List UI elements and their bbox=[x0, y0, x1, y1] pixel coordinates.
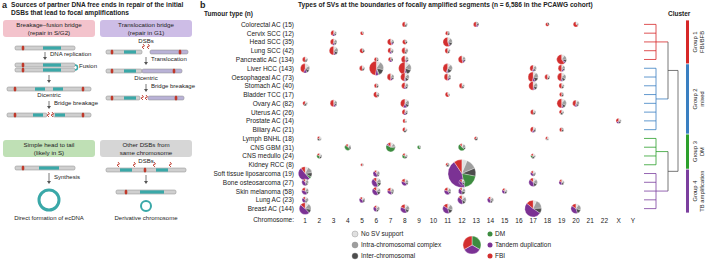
svg-text:Lung SCC (42): Lung SCC (42) bbox=[251, 47, 294, 55]
svg-text:Liver HCC (143): Liver HCC (143) bbox=[247, 65, 294, 73]
html-text:Inter-chromosomal: Inter-chromosomal bbox=[361, 251, 416, 259]
svg-text:7: 7 bbox=[389, 217, 393, 224]
svg-text:Y: Y bbox=[631, 217, 636, 224]
svg-text:Breast AC (144): Breast AC (144) bbox=[248, 205, 294, 213]
svg-text:19: 19 bbox=[558, 217, 566, 224]
svg-text:8: 8 bbox=[403, 217, 407, 224]
html-text:Dicentric: Dicentric bbox=[37, 92, 61, 98]
svg-text:9: 9 bbox=[417, 217, 421, 224]
html-text:Breakage–fusion bridge: Breakage–fusion bridge bbox=[16, 21, 82, 28]
svg-text:4: 4 bbox=[346, 217, 350, 224]
svg-text:14: 14 bbox=[487, 217, 495, 224]
svg-text:5: 5 bbox=[360, 217, 364, 224]
html-text:Simple head to tail: Simple head to tail bbox=[23, 141, 75, 148]
html-text:Intra-chromosomal complex: Intra-chromosomal complex bbox=[361, 240, 442, 248]
svg-text:2: 2 bbox=[318, 217, 322, 224]
svg-text:Prostate AC (14): Prostate AC (14) bbox=[246, 117, 294, 125]
html-text:Direct formation of ecDNA: Direct formation of ecDNA bbox=[14, 215, 84, 221]
html-text:Derivative chromosome: Derivative chromosome bbox=[114, 215, 178, 221]
html-text:DNA replication: DNA replication bbox=[50, 51, 92, 57]
html-text:Translocation bridge: Translocation bridge bbox=[118, 21, 174, 28]
html-text:Chromosome:: Chromosome: bbox=[253, 216, 294, 223]
svg-text:Group 3: Group 3 bbox=[692, 141, 698, 162]
svg-text:Biliary AC (21): Biliary AC (21) bbox=[252, 126, 294, 134]
html-text:(repair in G1): (repair in G1) bbox=[127, 28, 165, 36]
svg-text:20: 20 bbox=[572, 217, 580, 224]
svg-text:Stomach AC (40): Stomach AC (40) bbox=[245, 82, 295, 90]
svg-text:3: 3 bbox=[332, 217, 336, 224]
svg-text:CNS GBM (31): CNS GBM (31) bbox=[250, 144, 294, 152]
html-text:Tumour type (n): Tumour type (n) bbox=[204, 10, 253, 17]
html-text:a: a bbox=[2, 0, 7, 10]
html-text:DM: DM bbox=[495, 229, 506, 237]
html-text:DSBs: DSBs bbox=[138, 158, 154, 164]
svg-text:17: 17 bbox=[530, 217, 538, 224]
html-text:Translocation: Translocation bbox=[151, 56, 187, 62]
html-text:Other DSBs from: Other DSBs from bbox=[122, 141, 170, 148]
html-text:Types of SVs at the boundaries: Types of SVs at the boundaries of focall… bbox=[298, 1, 593, 8]
svg-text:Head SCC (35): Head SCC (35) bbox=[250, 38, 294, 46]
html-text:b: b bbox=[200, 0, 206, 10]
svg-text:6: 6 bbox=[375, 217, 379, 224]
svg-text:Oesophageal AC (73): Oesophageal AC (73) bbox=[231, 74, 294, 82]
html-text:No SV support: No SV support bbox=[361, 229, 404, 237]
svg-text:Colorectal AC (15): Colorectal AC (15) bbox=[241, 21, 294, 29]
html-text:Dicentric: Dicentric bbox=[134, 75, 158, 81]
svg-text:Lung AC (23): Lung AC (23) bbox=[256, 196, 294, 204]
svg-text:Group 4: Group 4 bbox=[692, 180, 698, 202]
html-text:(repair in S/G2): (repair in S/G2) bbox=[27, 28, 71, 36]
svg-text:Bladder TCC (17): Bladder TCC (17) bbox=[243, 91, 294, 99]
html-text:Fusion: Fusion bbox=[79, 63, 97, 69]
svg-text:Skin melanoma (58): Skin melanoma (58) bbox=[236, 188, 294, 196]
svg-text:Kidney RCC (8): Kidney RCC (8) bbox=[248, 161, 294, 169]
html-text:FBI: FBI bbox=[495, 251, 506, 259]
svg-text:Lymph BNHL (18): Lymph BNHL (18) bbox=[242, 135, 294, 143]
html-text:(likely in S): (likely in S) bbox=[33, 148, 65, 156]
svg-text:10: 10 bbox=[430, 217, 438, 224]
svg-text:18: 18 bbox=[544, 217, 552, 224]
svg-text:DM: DM bbox=[699, 147, 705, 156]
html-text:Cluster: Cluster bbox=[668, 10, 691, 17]
html-text:Synthesis: Synthesis bbox=[54, 174, 80, 180]
svg-text:TB amplification: TB amplification bbox=[699, 170, 705, 211]
svg-text:Uterus AC (26): Uterus AC (26) bbox=[251, 109, 294, 117]
svg-text:12: 12 bbox=[458, 217, 466, 224]
svg-text:22: 22 bbox=[601, 217, 609, 224]
html-text:Sources of partner DNA free en: Sources of partner DNA free ends in repa… bbox=[11, 1, 184, 16]
html-text:same chromosome: same chromosome bbox=[119, 148, 173, 156]
svg-text:Ovary AC (82): Ovary AC (82) bbox=[253, 100, 294, 108]
html-text:Bridge breakage: Bridge breakage bbox=[151, 83, 195, 89]
svg-text:Cervix SCC (12): Cervix SCC (12) bbox=[247, 30, 294, 38]
svg-text:Bone osteosarcoma (27): Bone osteosarcoma (27) bbox=[223, 179, 294, 187]
svg-text:Group 1: Group 1 bbox=[692, 31, 698, 52]
html-text:Tandem duplication: Tandem duplication bbox=[495, 240, 551, 248]
svg-text:13: 13 bbox=[473, 217, 481, 224]
svg-text:15: 15 bbox=[501, 217, 509, 224]
svg-text:Group 2: Group 2 bbox=[692, 88, 698, 109]
html-text:DSBs: DSBs bbox=[138, 38, 154, 44]
svg-text:11: 11 bbox=[444, 217, 451, 224]
svg-text:mixed: mixed bbox=[699, 91, 705, 106]
svg-text:1: 1 bbox=[303, 217, 307, 224]
svg-text:16: 16 bbox=[515, 217, 523, 224]
svg-text:Pancreatic AC (134): Pancreatic AC (134) bbox=[236, 56, 294, 64]
html-text:Bridge breakage: Bridge breakage bbox=[54, 100, 98, 106]
svg-text:21: 21 bbox=[587, 217, 595, 224]
svg-text:Soft tissue liposarcoma (19): Soft tissue liposarcoma (19) bbox=[213, 170, 294, 178]
svg-text:FBI/BFB: FBI/BFB bbox=[699, 31, 705, 53]
svg-text:X: X bbox=[616, 217, 621, 224]
svg-text:CNS medullo (24): CNS medullo (24) bbox=[242, 152, 294, 160]
